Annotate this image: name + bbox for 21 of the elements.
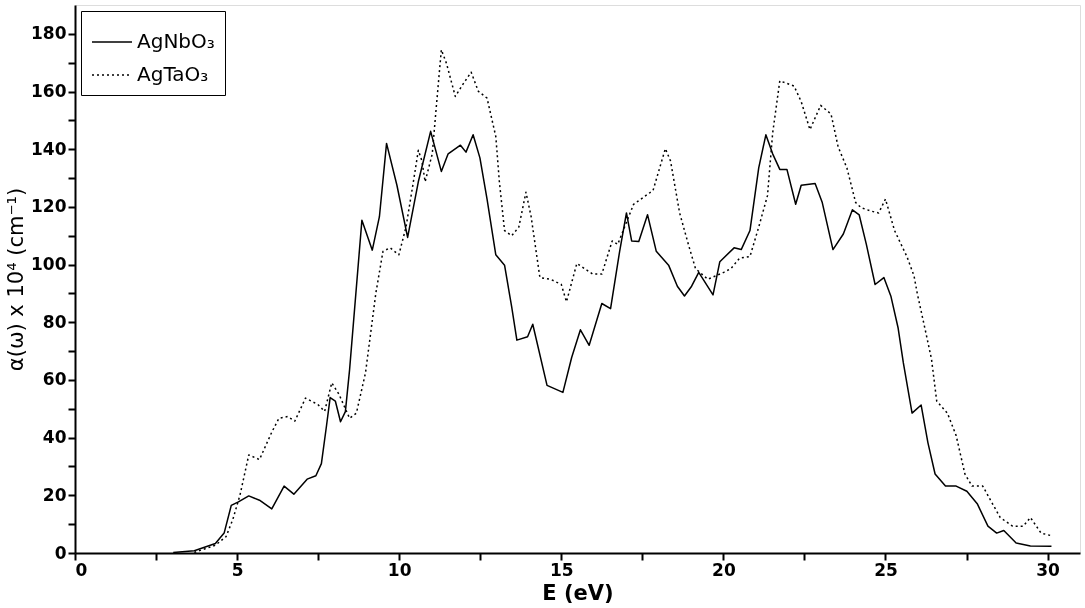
y-tick-label: 160 [31,81,67,102]
y-tick-label: 120 [31,196,67,217]
y-tick-label: 20 [42,484,67,505]
y-tick-label: 140 [31,138,67,159]
y-tick-label: 0 [54,542,67,563]
y-tick-label: 80 [42,311,67,332]
x-tick-label: 10 [387,559,412,580]
legend-label: AgNbO₃ [137,29,215,53]
legend-label: AgTaO₃ [137,62,209,86]
y-tick-label: 100 [31,254,67,275]
y-tick-label: 40 [42,427,67,448]
x-tick-label: 5 [231,559,244,580]
y-tick-label: 180 [31,23,67,44]
x-tick-label: 0 [75,559,88,580]
x-tick-label: 25 [874,559,898,580]
x-tick-label: 30 [1036,559,1061,580]
x-axis-title: E (eV) [542,580,614,605]
y-tick-label: 60 [42,369,67,390]
x-tick-label: 20 [712,559,736,580]
x-tick-label: 15 [549,559,574,580]
y-axis-title: α(ω) x 10⁴ (cm⁻¹) [4,187,29,372]
